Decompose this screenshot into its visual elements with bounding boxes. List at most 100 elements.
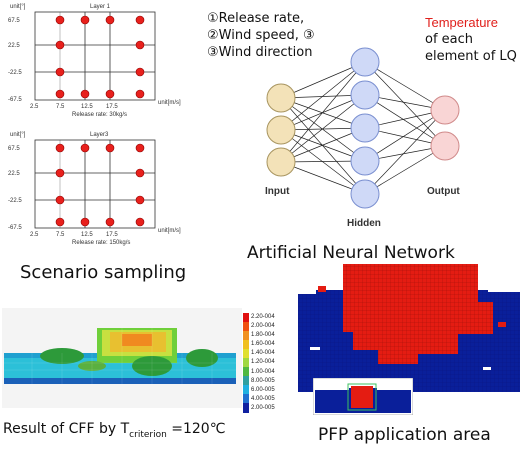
- sample-point: [135, 15, 145, 25]
- hidden-layer: [350, 47, 380, 209]
- sample-point: [135, 67, 145, 77]
- y-tick: 67.5: [8, 18, 20, 24]
- pfp-inset-svg: [312, 377, 414, 416]
- sample-point: [135, 143, 145, 153]
- x-tick: 17.5: [106, 104, 118, 110]
- y-tick: -22.5: [8, 198, 22, 204]
- x-tick: 12.5: [81, 104, 93, 110]
- cff-colorbar-svg: [243, 313, 249, 413]
- pfp-inset-image: [312, 377, 414, 416]
- sample-points: [55, 143, 145, 227]
- scenario-caption: Scenario sampling: [20, 262, 187, 283]
- sample-point: [135, 217, 145, 227]
- x-tick: 7.5: [56, 232, 65, 238]
- input-node: [266, 115, 296, 145]
- y-tick: -67.5: [8, 97, 22, 103]
- sample-point: [135, 40, 145, 50]
- sample-point: [55, 67, 65, 77]
- x-tick: 7.5: [56, 104, 65, 110]
- ann-output-line-1: of each: [425, 32, 474, 47]
- cff-result-image: [2, 308, 242, 408]
- sample-point: [105, 15, 115, 25]
- cff-colorbar: 2.20-004 2.00-004 1.80-004 1.60-004 1.40…: [243, 313, 293, 415]
- sample-point: [105, 217, 115, 227]
- output-node: [430, 95, 460, 125]
- sample-point: [80, 15, 90, 25]
- sample-point: [105, 89, 115, 99]
- y-tick: 67.5: [8, 146, 20, 152]
- input-layer: [266, 83, 296, 177]
- sample-points: [55, 15, 145, 99]
- pfp-main-image: [298, 262, 520, 392]
- sample-point: [80, 217, 90, 227]
- colorbar-label: 6.00-005: [251, 386, 275, 393]
- hidden-node: [350, 146, 380, 176]
- scenario-plot-layer1-svg: unit[°] Layer 1 67.5 22.5 -22.5 -67.5 2.…: [8, 4, 181, 118]
- pfp-red-area: [343, 264, 493, 364]
- ann-input-1: ①Release rate,: [207, 11, 305, 26]
- sample-point: [105, 143, 115, 153]
- y-tick: 22.5: [8, 171, 20, 177]
- sample-point: [135, 89, 145, 99]
- colorbar-label: 1.60-004: [251, 341, 275, 348]
- x-tick: 2.5: [30, 104, 39, 110]
- colorbar-label: 2.20-004: [251, 314, 275, 320]
- sample-point: [55, 168, 65, 178]
- sample-point: [55, 143, 65, 153]
- sample-point: [55, 195, 65, 205]
- plot-subcaption: Release rate: 30kg/s: [72, 112, 127, 118]
- x-tick: 2.5: [30, 232, 39, 238]
- ann-input-2: ②Wind speed, ③: [207, 28, 315, 43]
- plot-title: Layer 1: [90, 4, 111, 10]
- ann-output-line-2: element of LQ: [425, 49, 517, 64]
- x-tick: 12.5: [81, 232, 93, 238]
- pfp-caption: PFP application area: [318, 425, 491, 445]
- sample-point: [55, 217, 65, 227]
- y-unit-label: unit[°]: [10, 132, 26, 138]
- x-unit-label: unit[m/s]: [158, 100, 181, 106]
- colorbar-label: 4.00-005: [251, 395, 275, 402]
- plot-subcaption: Release rate: 150kg/s: [72, 240, 130, 246]
- cff-contour-svg: [2, 308, 242, 408]
- ann-input-3: ③Wind direction: [207, 45, 313, 60]
- ann-output-annotation: Temperature of each element of LQ: [425, 14, 517, 65]
- x-unit-label: unit[m/s]: [158, 228, 181, 234]
- cff-caption-subscript: criterion: [129, 429, 167, 440]
- output-layer: [430, 95, 460, 161]
- sample-point: [55, 89, 65, 99]
- scenario-plot-layer3: unit[°] Layer3 67.5 22.5 -22.5 -67.5 2.5…: [0, 128, 205, 246]
- ann-temperature-word: Temperature: [425, 15, 498, 30]
- y-tick: -67.5: [8, 225, 22, 231]
- ann-caption: Artificial Neural Network: [247, 243, 455, 263]
- inset-highlight-box: [347, 383, 377, 411]
- ann-network: Input Hidden Output: [255, 30, 495, 235]
- pfp-main-svg: [298, 262, 520, 392]
- hidden-node: [350, 47, 380, 77]
- sample-point: [80, 89, 90, 99]
- sample-point: [135, 168, 145, 178]
- cff-caption-tail: =120℃: [166, 421, 226, 437]
- ann-inputs-annotation: ①Release rate, ②Wind speed, ③ ③Wind dire…: [207, 10, 315, 61]
- y-tick: 22.5: [8, 43, 20, 49]
- colorbar-label: 2.00-005: [251, 404, 275, 411]
- hidden-node: [350, 80, 380, 110]
- scenario-plot-layer1: unit[°] Layer 1 67.5 22.5 -22.5 -67.5 2.…: [0, 0, 205, 118]
- x-tick: 17.5: [106, 232, 118, 238]
- sample-point: [55, 40, 65, 50]
- colorbar-label: 2.00-004: [251, 323, 275, 330]
- ann-network-svg: Input Hidden Output: [265, 47, 460, 229]
- plot-frame: [34, 11, 156, 101]
- sample-point: [80, 143, 90, 153]
- plot-title: Layer3: [90, 132, 109, 138]
- input-layer-label: Input: [265, 186, 290, 197]
- cff-caption-main: Result of CFF by T: [3, 421, 130, 437]
- cff-caption: Result of CFF by Tcriterion =120℃: [3, 421, 225, 440]
- hidden-node: [350, 179, 380, 209]
- colorbar-label: 1.40-004: [251, 350, 275, 357]
- output-layer-label: Output: [427, 186, 460, 197]
- y-unit-label: unit[°]: [10, 4, 26, 10]
- colorbar-label: 1.20-004: [251, 359, 275, 366]
- hidden-node: [350, 113, 380, 143]
- sample-point: [135, 195, 145, 205]
- sample-point: [55, 15, 65, 25]
